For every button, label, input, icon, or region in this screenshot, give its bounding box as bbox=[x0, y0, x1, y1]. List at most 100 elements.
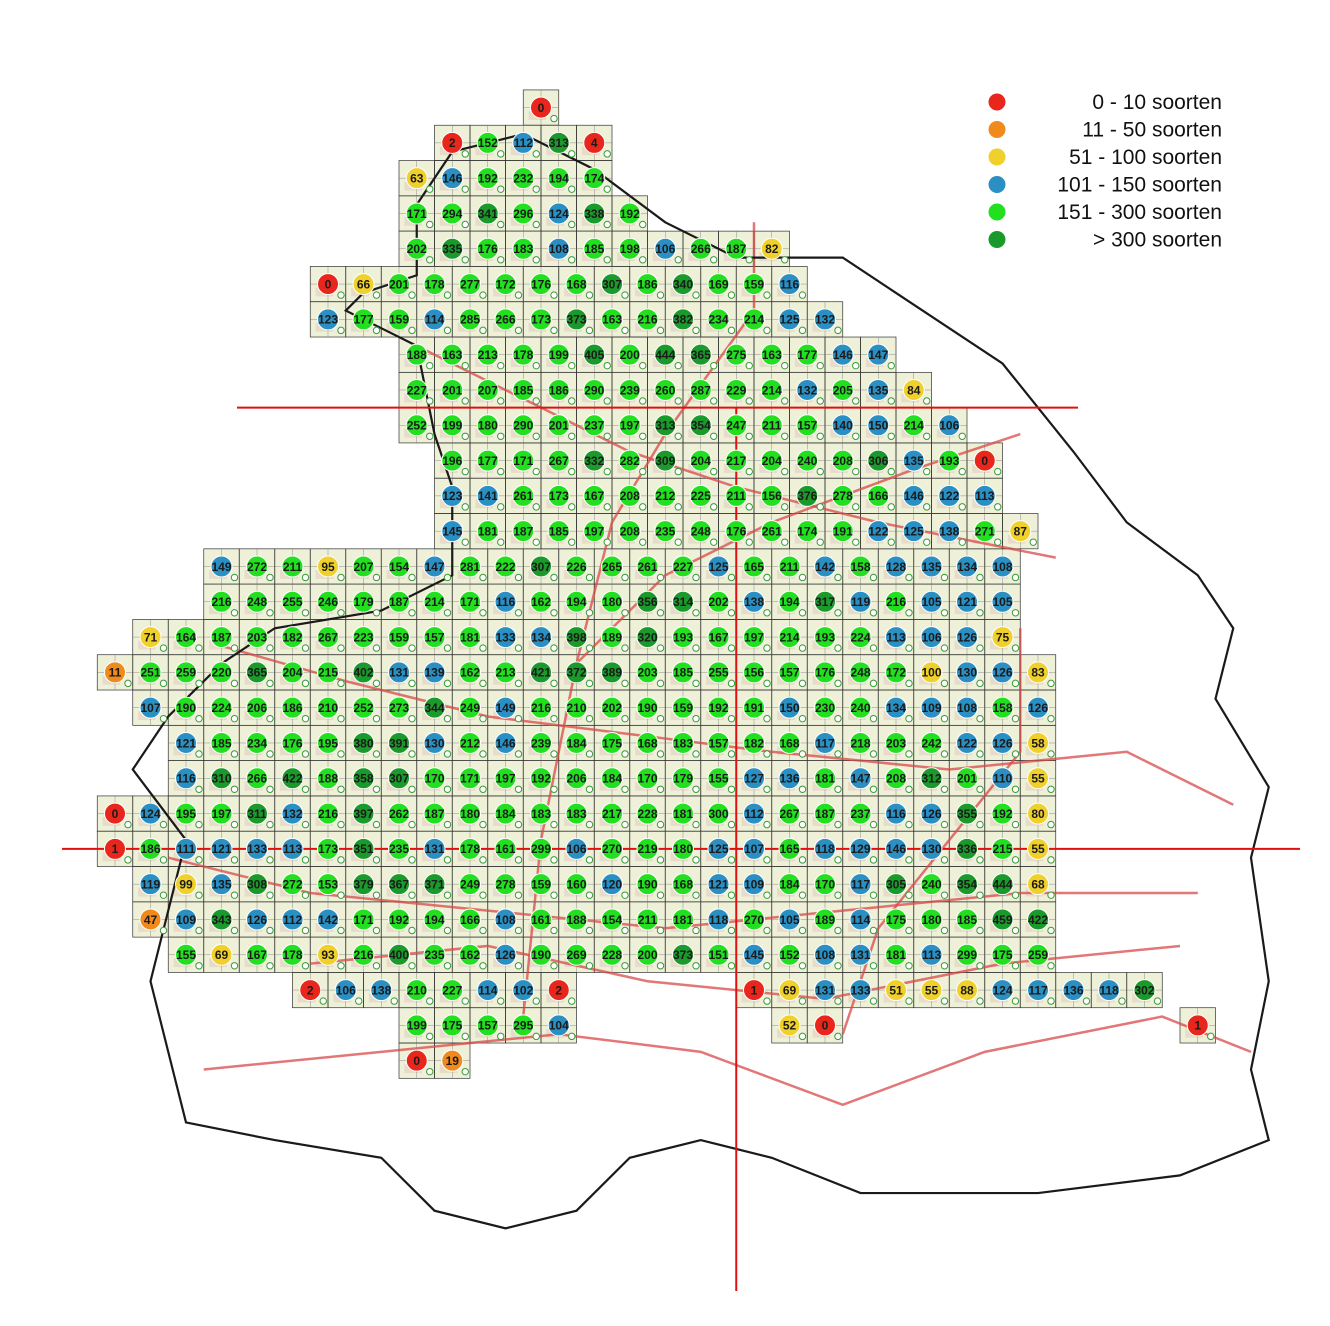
count-label: 266 bbox=[247, 772, 267, 786]
count-label: 182 bbox=[744, 736, 764, 750]
mini-marker bbox=[603, 503, 611, 511]
mini-marker bbox=[603, 538, 611, 546]
mini-marker bbox=[621, 926, 629, 935]
mini-marker bbox=[781, 397, 789, 405]
count-label: 380 bbox=[353, 736, 373, 750]
count-label: 213 bbox=[495, 666, 515, 680]
count-label: 373 bbox=[673, 948, 693, 962]
count-label: 275 bbox=[726, 348, 746, 362]
mini-marker bbox=[159, 891, 168, 899]
mini-marker bbox=[550, 291, 558, 299]
mini-marker bbox=[408, 644, 416, 652]
mini-marker bbox=[230, 644, 239, 652]
count-label: 227 bbox=[442, 983, 462, 997]
count-label: 371 bbox=[424, 877, 444, 891]
count-label: 0 bbox=[112, 807, 119, 821]
mini-marker bbox=[497, 150, 505, 158]
count-label: 108 bbox=[815, 948, 835, 962]
count-marker: 307 bbox=[601, 273, 629, 299]
count-label: 106 bbox=[921, 630, 941, 644]
mini-marker bbox=[940, 962, 949, 970]
count-label: 124 bbox=[992, 983, 1012, 997]
mini-marker bbox=[568, 1032, 576, 1041]
mini-marker bbox=[426, 397, 434, 405]
mini-marker bbox=[585, 644, 594, 652]
mini-marker bbox=[781, 256, 789, 264]
mini-marker bbox=[852, 538, 860, 546]
count-label: 118 bbox=[709, 913, 729, 927]
count-circle bbox=[760, 237, 783, 260]
count-circle bbox=[547, 378, 570, 401]
mini-marker bbox=[159, 926, 168, 935]
count-circle bbox=[405, 202, 428, 225]
count-label: 147 bbox=[850, 772, 870, 786]
count-circle bbox=[547, 167, 570, 190]
count-marker: 260 bbox=[654, 378, 682, 405]
count-label: 228 bbox=[637, 807, 657, 821]
count-label: 149 bbox=[495, 701, 515, 715]
mini-marker bbox=[816, 503, 824, 511]
mini-marker bbox=[674, 361, 682, 370]
mini-marker bbox=[940, 891, 949, 899]
mini-marker bbox=[550, 644, 558, 652]
count-label: 135 bbox=[921, 560, 941, 574]
mini-marker bbox=[905, 750, 913, 758]
count-label: 175 bbox=[886, 913, 906, 927]
mini-marker bbox=[479, 856, 487, 864]
count-label: 0 bbox=[981, 454, 988, 468]
mini-marker bbox=[568, 185, 576, 193]
mini-marker bbox=[656, 785, 665, 793]
mini-marker bbox=[355, 997, 363, 1005]
count-marker: 163 bbox=[601, 308, 629, 335]
mini-marker bbox=[443, 856, 452, 864]
count-label: 93 bbox=[321, 948, 335, 962]
mini-marker bbox=[905, 997, 913, 1005]
count-label: 105 bbox=[992, 595, 1012, 609]
mini-marker bbox=[887, 361, 895, 370]
mini-marker bbox=[621, 891, 629, 899]
mini-marker bbox=[781, 432, 789, 440]
mini-marker bbox=[124, 679, 132, 688]
count-circle bbox=[476, 131, 499, 154]
count-label: 0 bbox=[325, 277, 332, 291]
mini-marker bbox=[159, 679, 168, 688]
count-label: 365 bbox=[691, 348, 711, 362]
mini-marker bbox=[514, 962, 523, 970]
mini-marker bbox=[372, 679, 381, 688]
mini-marker bbox=[497, 538, 505, 546]
mini-marker bbox=[905, 962, 913, 970]
mini-marker bbox=[656, 891, 665, 899]
mini-marker bbox=[745, 467, 753, 476]
mini-marker bbox=[692, 679, 700, 688]
mini-marker bbox=[426, 997, 434, 1005]
count-label: 282 bbox=[620, 454, 640, 468]
count-label: 108 bbox=[957, 701, 977, 715]
count-label: 265 bbox=[602, 560, 622, 574]
count-circle bbox=[760, 343, 783, 366]
count-marker: 239 bbox=[618, 378, 647, 405]
count-label: 170 bbox=[424, 772, 444, 786]
mini-marker bbox=[656, 856, 665, 864]
count-label: 185 bbox=[957, 913, 977, 927]
mini-marker bbox=[798, 820, 807, 829]
count-label: 195 bbox=[176, 807, 196, 821]
count-label: 164 bbox=[176, 630, 196, 644]
mini-marker bbox=[692, 820, 700, 829]
count-circle bbox=[476, 237, 499, 260]
mini-marker bbox=[266, 891, 274, 899]
mini-marker bbox=[940, 856, 949, 864]
count-label: 181 bbox=[673, 913, 693, 927]
mini-marker bbox=[461, 1067, 469, 1076]
mini-marker bbox=[319, 997, 327, 1005]
count-circle bbox=[476, 343, 499, 366]
count-label: 198 bbox=[620, 242, 640, 256]
mini-marker bbox=[905, 679, 913, 688]
count-marker: 63 bbox=[405, 167, 434, 193]
count-marker: 199 bbox=[441, 414, 469, 440]
count-circle bbox=[778, 308, 801, 331]
count-marker: 185 bbox=[583, 237, 611, 264]
mini-marker bbox=[1011, 820, 1020, 829]
count-label: 299 bbox=[957, 948, 977, 962]
count-label: 146 bbox=[886, 842, 906, 856]
mini-marker bbox=[195, 891, 203, 899]
